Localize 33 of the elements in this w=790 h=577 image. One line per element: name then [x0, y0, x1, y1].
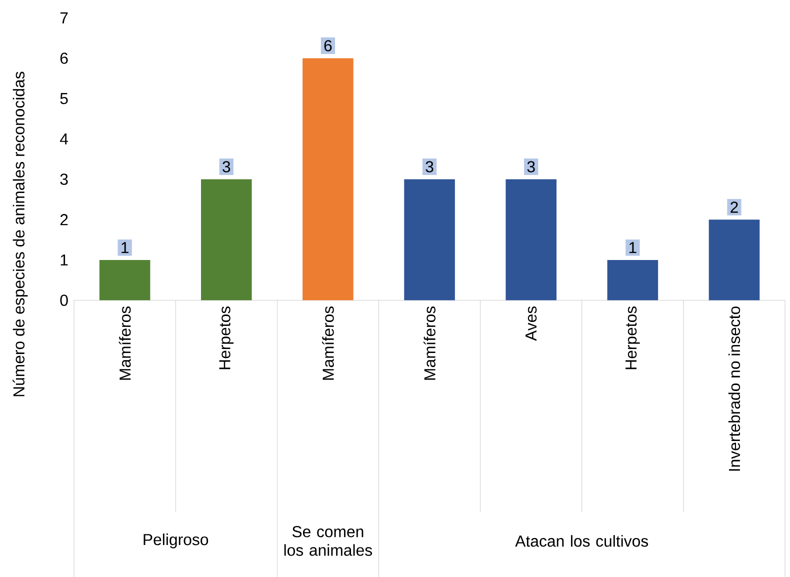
text: Peligroso: [144, 534, 208, 548]
x-tick-label: Mamíferos: [322, 306, 334, 380]
bar: [99, 260, 150, 300]
y-tick-label: 5: [60, 93, 68, 104]
data-label: 6: [324, 40, 332, 52]
x-tick-label: Mamíferos: [424, 306, 436, 380]
x-tick-label: Mamíferos: [118, 306, 131, 380]
y-tick-label: 2: [60, 214, 68, 226]
bar: [302, 58, 354, 300]
bar: [708, 220, 760, 300]
data-label: 1: [122, 242, 128, 254]
y-tick-label: 0: [60, 294, 68, 306]
x-tick-label: Herpetos: [219, 306, 234, 370]
x-tick-label: Invertebrado no insecto: [728, 306, 740, 471]
data-label: 2: [730, 202, 738, 213]
bar: [607, 260, 658, 300]
data-label: 3: [222, 161, 230, 172]
x-tick-label: Herpetos: [626, 306, 640, 370]
text: Se comen los animales: [284, 526, 372, 556]
data-label: 3: [527, 161, 535, 172]
text: Atacan los cultivos: [515, 535, 648, 547]
data-label: 3: [426, 161, 434, 172]
bar: [506, 179, 556, 300]
y-tick-label: 6: [60, 52, 68, 64]
data-label: 1: [629, 242, 636, 254]
y-tick-label: 4: [60, 134, 68, 145]
y-axis-title: Número de especies de animales reconocidas: [12, 72, 28, 396]
y-tick-label: 3: [60, 174, 68, 186]
bar: [200, 179, 252, 300]
y-tick-label: 7: [60, 12, 68, 24]
bar: [404, 179, 455, 300]
y-tick-label: 1: [60, 254, 68, 266]
x-tick-label: Aves: [526, 306, 537, 342]
